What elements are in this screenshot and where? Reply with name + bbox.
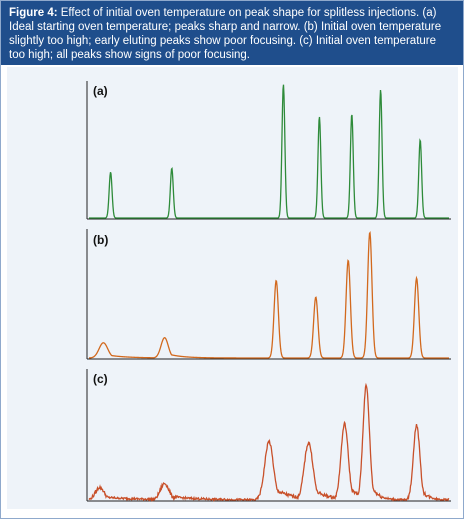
- panel-b: (b): [87, 229, 451, 359]
- panel-a-label: (a): [93, 84, 108, 98]
- panel-a-trace: [89, 85, 449, 218]
- panel-b-label: (b): [93, 233, 108, 247]
- panel-c-label: (c): [93, 372, 108, 386]
- panel-c: (c): [87, 369, 451, 501]
- panel-c-trace: [89, 385, 449, 500]
- panel-b-trace: [89, 233, 449, 358]
- panel-a: (a): [87, 81, 451, 219]
